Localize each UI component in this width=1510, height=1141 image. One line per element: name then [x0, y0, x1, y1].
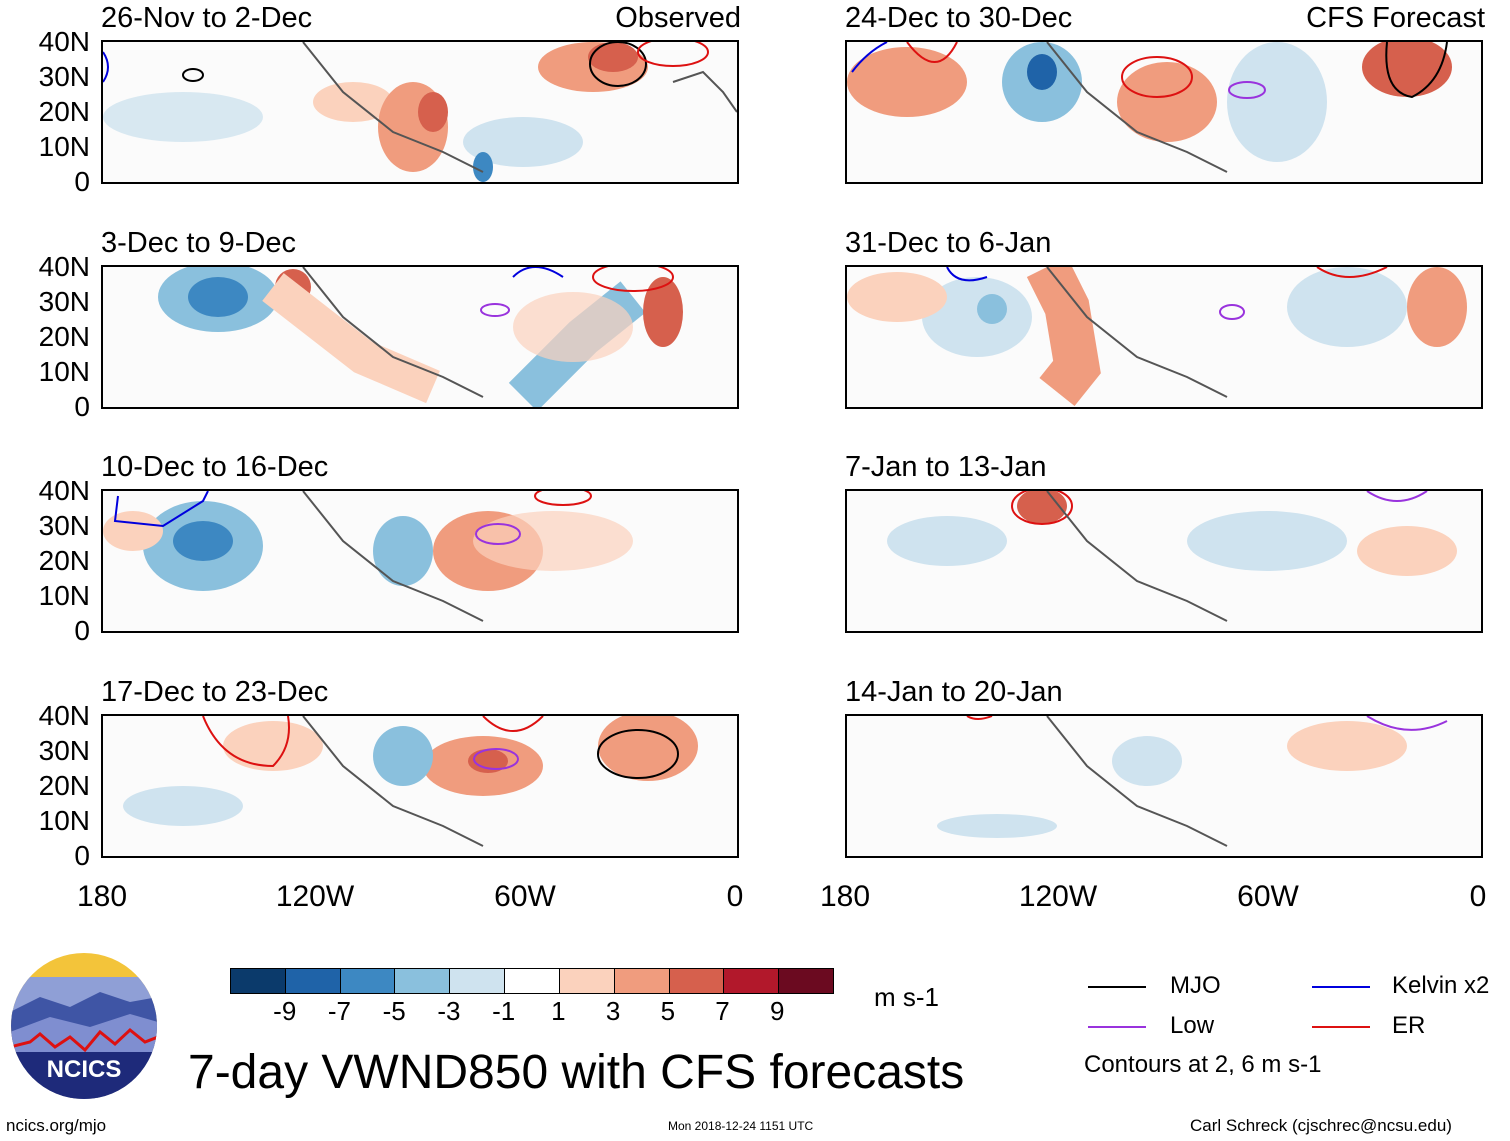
colorbar-cell [231, 969, 286, 993]
y-tick: 10N [38, 580, 90, 611]
colorbar-label: 1 [551, 996, 566, 1026]
colorbar-cell [340, 969, 396, 993]
legend-line-low [1088, 1026, 1146, 1028]
x-tick: 120W [1018, 880, 1098, 913]
y-tick: 30N [38, 510, 90, 541]
colorbar-label: 7 [715, 996, 730, 1026]
y-tick: 20N [38, 321, 90, 352]
colorbar-cell [395, 969, 451, 993]
panel-title: 14-Jan to 20-Jan [845, 676, 1063, 708]
panel-observed-3: 10-Dec to 16-Dec [101, 451, 741, 669]
x-tick: 180 [819, 880, 871, 913]
panel-forecast-2: 31-Dec to 6-Jan [845, 227, 1485, 445]
y-tick: 30N [38, 735, 90, 766]
map-plot [101, 40, 739, 184]
y-tick: 40N [38, 475, 90, 506]
legend-label-kelvin: Kelvin x2 [1392, 972, 1490, 999]
x-tick: 60W [1237, 880, 1299, 913]
colorbar [230, 968, 834, 994]
x-tick: 180 [76, 880, 128, 913]
colorbar-cell [779, 969, 833, 993]
y-tick: 20N [38, 96, 90, 127]
colorbar-label: -7 [327, 996, 352, 1026]
y-tick: 40N [38, 700, 90, 731]
y-tick: 20N [38, 545, 90, 576]
colorbar-label: -5 [382, 996, 406, 1026]
y-tick: 0 [74, 615, 90, 646]
colorbar-label: -3 [437, 996, 461, 1026]
y-tick: 0 [74, 166, 90, 197]
colorbar-cell [450, 969, 506, 993]
colorbar-cell [614, 969, 670, 993]
map-plot [101, 265, 739, 409]
chart-title: 7-day VWND850 with CFS forecasts [188, 1046, 965, 1099]
panel-title: 26-Nov to 2-Dec [101, 2, 313, 34]
panel-forecast-1: 24-Dec to 30-Dec CFS Forecast [845, 2, 1485, 220]
panel-forecast-4: 14-Jan to 20-Jan [845, 676, 1485, 894]
footer-author: Carl Schreck (cjschrec@ncsu.edu) [1190, 1116, 1452, 1135]
panel-title: 31-Dec to 6-Jan [845, 227, 1052, 259]
legend-label-low: Low [1170, 1012, 1215, 1039]
panel-observed-2: 3-Dec to 9-Dec [101, 227, 741, 445]
legend-label-mjo: MJO [1170, 972, 1221, 999]
y-tick: 0 [74, 391, 90, 422]
panel-type-label: CFS Forecast [1306, 2, 1485, 34]
y-tick: 40N [38, 26, 90, 57]
legend-line-mjo [1088, 986, 1146, 988]
ncics-logo: NCICS [10, 952, 158, 1100]
colorbar-label: 5 [660, 996, 676, 1026]
legend-label-er: ER [1392, 1012, 1426, 1039]
colorbar-label: -1 [492, 996, 516, 1026]
map-plot [845, 40, 1483, 184]
x-tick: 60W [494, 880, 556, 913]
legend-line-er [1312, 1026, 1370, 1028]
panel-title: 3-Dec to 9-Dec [101, 227, 297, 259]
y-tick: 20N [38, 770, 90, 801]
panel-title: 24-Dec to 30-Dec [845, 2, 1073, 34]
colorbar-cell [505, 969, 560, 993]
x-tick: 0 [726, 880, 744, 913]
map-plot [101, 714, 739, 858]
y-tick: 30N [38, 286, 90, 317]
y-tick: 40N [38, 251, 90, 282]
map-plot [845, 714, 1483, 858]
panel-observed-4: 17-Dec to 23-Dec [101, 676, 741, 894]
map-plot [845, 265, 1483, 409]
colorbar-cell [669, 969, 725, 993]
x-tick: 0 [1469, 880, 1487, 913]
map-plot [101, 489, 739, 633]
footer-url: ncics.org/mjo [6, 1116, 107, 1135]
colorbar-label: 3 [605, 996, 621, 1026]
colorbar-label: 9 [770, 996, 785, 1026]
panel-forecast-3: 7-Jan to 13-Jan [845, 451, 1485, 669]
map-plot [845, 489, 1483, 633]
contours-note: Contours at 2, 6 m s-1 [1084, 1051, 1322, 1078]
x-tick: 120W [275, 880, 355, 913]
colorbar-cell [724, 969, 780, 993]
footer-timestamp: Mon 2018-12-24 1151 UTC [668, 1119, 814, 1133]
units-label: m s-1 [874, 982, 939, 1012]
y-tick: 30N [38, 61, 90, 92]
logo-text: NCICS [47, 1056, 122, 1083]
colorbar-cell [559, 969, 615, 993]
panel-title: 10-Dec to 16-Dec [101, 451, 329, 483]
legend-line-kelvin [1312, 986, 1370, 988]
colorbar-cell [285, 969, 341, 993]
colorbar-label: -9 [273, 996, 297, 1026]
y-tick: 10N [38, 805, 90, 836]
y-tick: 10N [38, 131, 90, 162]
panel-title: 7-Jan to 13-Jan [845, 451, 1047, 483]
panel-observed-1: 26-Nov to 2-Dec Observed [101, 2, 741, 220]
panel-type-label: Observed [615, 2, 741, 34]
y-tick: 0 [74, 840, 90, 871]
y-tick: 10N [38, 356, 90, 387]
panel-title: 17-Dec to 23-Dec [101, 676, 329, 708]
